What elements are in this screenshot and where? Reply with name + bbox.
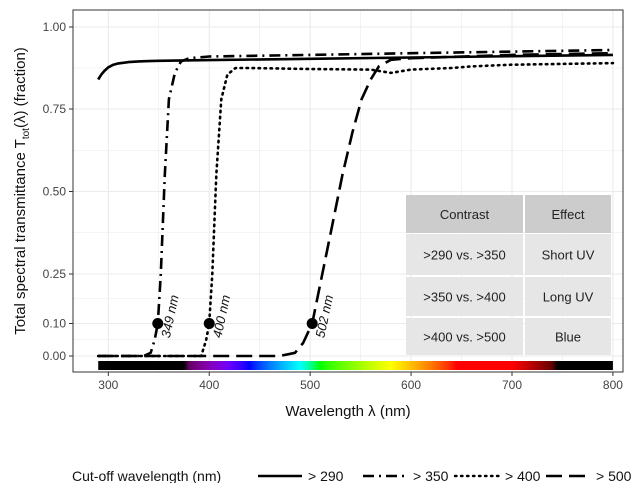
y-tick-label: 1.00 xyxy=(43,20,67,34)
y-axis-title-main: Total spectral transmittance T xyxy=(12,139,29,335)
table-header-cell xyxy=(525,195,611,233)
x-tick-label: 500 xyxy=(300,378,320,392)
cutoff-point-label: 349 nm xyxy=(158,293,182,339)
table-cell-text: >290 vs. >350 xyxy=(423,248,505,263)
x-tick-label: 300 xyxy=(98,378,118,392)
table-cell xyxy=(406,318,523,355)
y-tick-label: 0.10 xyxy=(43,317,67,331)
legend-label: > 500 xyxy=(596,468,632,483)
table-cell xyxy=(525,318,611,355)
x-tick-label: 700 xyxy=(502,378,522,392)
legend: Cut-off wavelength (nm) > 290 > 350 > 400 >… xyxy=(72,468,632,483)
table-cell-text: >400 vs. >500 xyxy=(423,330,505,345)
table-cell xyxy=(525,234,611,275)
legend-label: > 290 xyxy=(308,468,344,483)
y-tick-label: 0.50 xyxy=(43,185,67,199)
table-cell-text: >350 vs. >400 xyxy=(423,290,505,305)
legend-label: > 350 xyxy=(413,468,449,483)
cutoff-point xyxy=(203,318,215,329)
contrast-table: Contrast Effect >290 vs. >350 Short UV >350 … xyxy=(406,195,611,355)
spectrum-rect xyxy=(98,361,613,370)
y-tick-label: 0.75 xyxy=(43,102,67,116)
spectrum-bar xyxy=(98,361,613,370)
x-axis-title: Wavelength λ (nm) xyxy=(285,403,410,420)
y-tick-label: 0.25 xyxy=(43,267,67,281)
y-axis-title-subscript: tot xyxy=(21,128,32,139)
legend-label: > 400 xyxy=(505,468,541,483)
table-header-text: Contrast xyxy=(440,207,490,222)
table-cell-text: Short UV xyxy=(542,248,595,263)
x-tick-label: 400 xyxy=(199,378,219,392)
table-cell xyxy=(525,277,611,316)
axes: 300 400 500 600 700 800 0.00 0.10 0.25 0.50 0.75 1.… xyxy=(43,20,624,392)
table-cell-text: Long UV xyxy=(543,290,594,305)
cutoff-point-label: 400 nm xyxy=(210,293,234,339)
cutoff-points: 349 nm 400 nm 502 nm xyxy=(152,293,336,339)
cutoff-point xyxy=(306,318,318,329)
y-axis-title: Total spectral transmittance Ttot(λ) (fr… xyxy=(12,47,32,335)
x-tick-label: 800 xyxy=(603,378,623,392)
table-header-text: Effect xyxy=(551,207,584,222)
legend-title: Cut-off wavelength (nm) xyxy=(72,468,221,483)
table-header-cell xyxy=(406,195,523,233)
series-line xyxy=(97,53,613,81)
table-cell xyxy=(406,234,523,275)
cutoff-point xyxy=(152,318,164,329)
x-tick-label: 600 xyxy=(401,378,421,392)
table-cell-text: Blue xyxy=(555,330,581,345)
table-cell xyxy=(406,277,523,316)
series-line xyxy=(98,51,613,358)
y-tick-label: 0.00 xyxy=(43,349,67,363)
y-axis-title-suffix: (λ) (fraction) xyxy=(12,47,29,128)
